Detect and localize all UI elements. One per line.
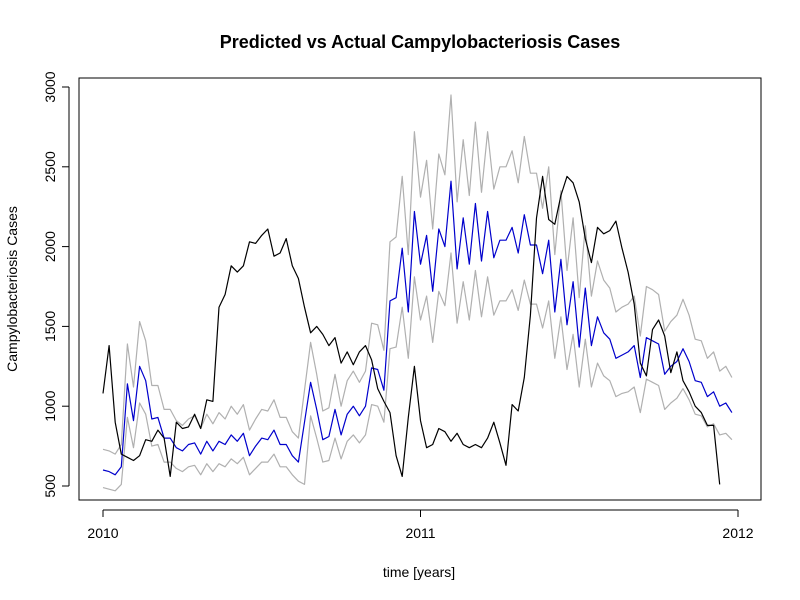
y-tick-label: 2500 [42, 151, 58, 182]
y-tick-label: 3000 [42, 71, 58, 102]
series-line-actual [102, 175, 721, 485]
series-layer [102, 94, 733, 492]
y-tick-label: 2000 [42, 231, 58, 262]
plot-frame [78, 77, 762, 501]
x-tick-label: 2010 [87, 525, 118, 541]
chart-title: Predicted vs Actual Campylobacteriosis C… [220, 32, 621, 52]
x-axis-label: time [years] [383, 564, 455, 580]
x-tick-label: 2012 [722, 525, 753, 541]
x-tick-label: 2011 [405, 525, 435, 541]
y-axis: 500 1000 1500 2000 2500 3000 [42, 71, 70, 498]
y-tick-label: 1000 [42, 390, 58, 421]
y-tick-label: 500 [42, 474, 58, 498]
series-line-predicted [102, 180, 733, 476]
x-axis: 2010 2011 2012 [87, 509, 754, 541]
series-line-upper-bound [102, 94, 733, 455]
series-line-lower-bound [102, 252, 733, 492]
y-tick-label: 1500 [42, 311, 58, 342]
y-axis-label: Campylobacteriosis Cases [4, 206, 20, 372]
